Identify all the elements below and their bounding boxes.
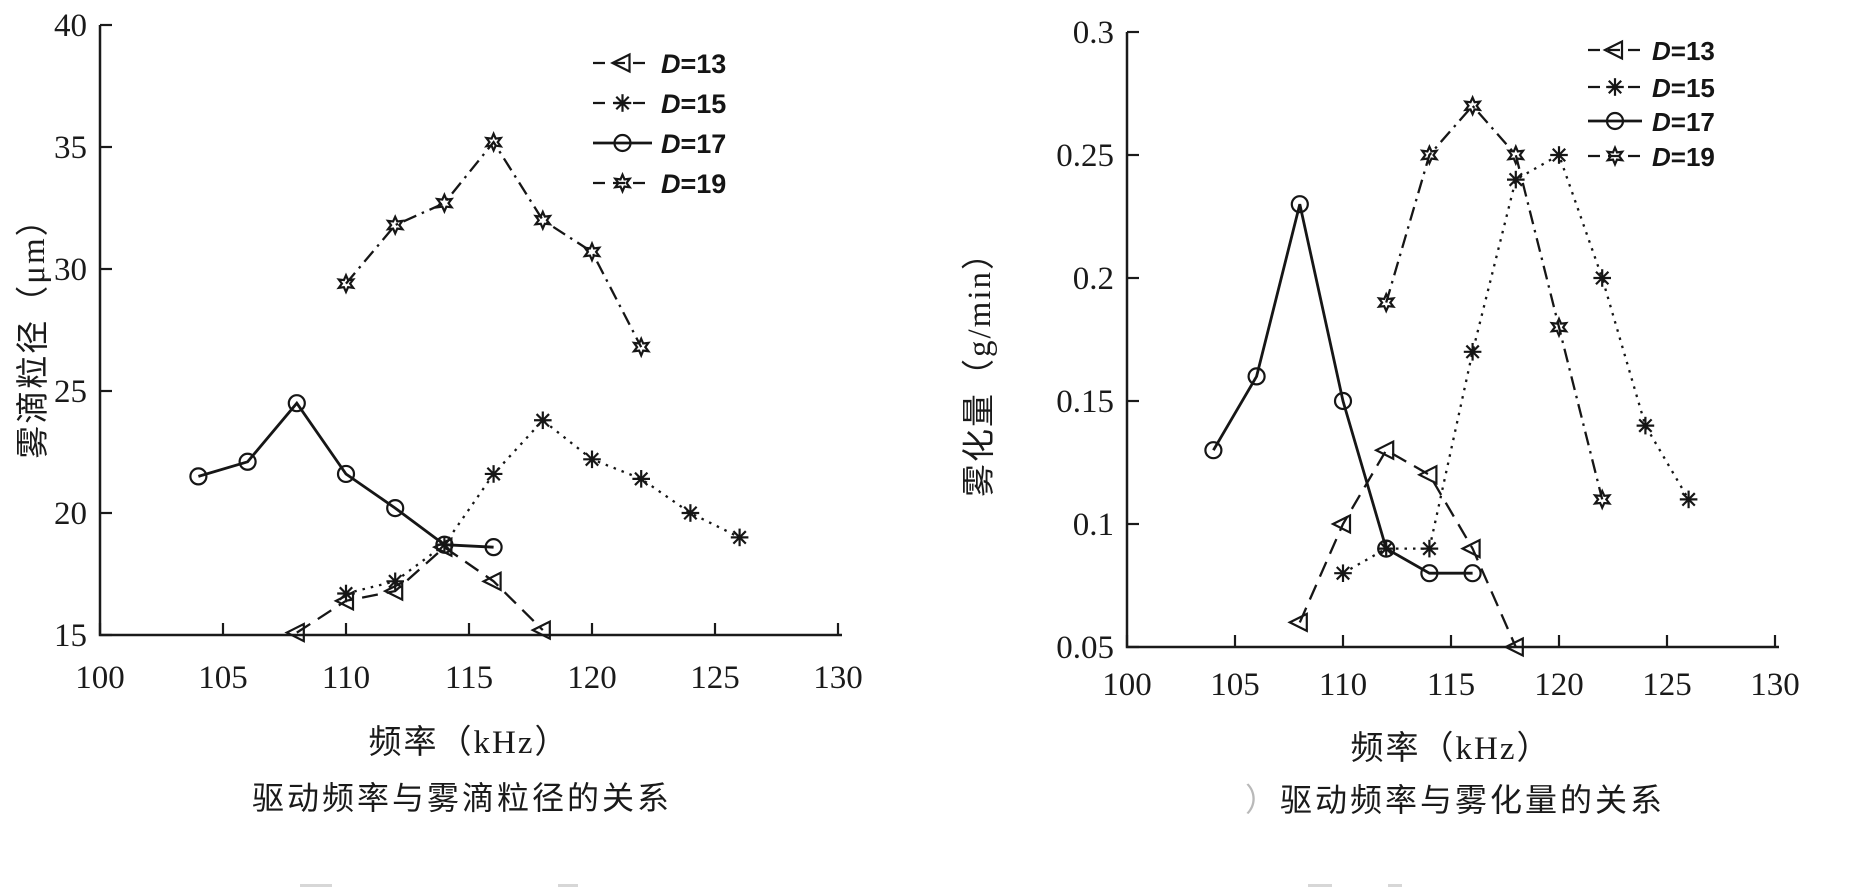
- right-chart-caption: ）驱动频率与雾化量的关系: [1245, 775, 1665, 821]
- left-y-axis-title: 雾滴粒径（μm）: [16, 201, 52, 459]
- series-D-13: [1287, 439, 1524, 658]
- legend-label: D=15: [661, 89, 726, 119]
- y-tick-label: 35: [54, 130, 87, 166]
- left-x-axis-title: 频率（kHz）: [368, 725, 570, 761]
- right-chart-caption-text: 驱动频率与雾化量的关系: [1280, 782, 1666, 818]
- y-tick-label: 0.05: [1056, 630, 1114, 666]
- series-D-19: [1376, 94, 1612, 511]
- legend-label: D=13: [1652, 36, 1715, 66]
- chart-droplet-size: 100 105 110 115 120 125 130152025303540D=13D=1…: [54, 8, 863, 696]
- y-tick-label: 15: [54, 618, 87, 654]
- legend-item-D-13: D=13: [593, 49, 726, 79]
- x-tick-label: 130: [1750, 667, 1800, 703]
- legend-item-D-17: D=17: [1588, 107, 1715, 137]
- legend-item-D-17: D=17: [593, 129, 726, 159]
- x-tick-label: 120: [567, 660, 617, 696]
- series-D-13: [284, 536, 551, 643]
- legend-item-D-15: D=15: [593, 89, 726, 119]
- legend: D=13 D=15 D=17 D=19: [1588, 36, 1715, 172]
- y-tick-label: 0.2: [1073, 261, 1114, 297]
- cropped-next-row-artifact: [558, 884, 578, 887]
- x-tick-label: 125: [690, 660, 740, 696]
- right-x-axis-title: 频率（kHz）: [1350, 731, 1552, 767]
- y-tick-label: 20: [54, 496, 87, 532]
- series-D-15: [337, 411, 749, 603]
- cropped-next-row-artifact: [300, 884, 332, 887]
- right-y-axis-title: 雾化量（g/min）: [962, 234, 998, 498]
- legend-label: D=19: [1652, 142, 1715, 172]
- axes: 100 105 110 115 120 125 130 15 20 25 30 35 40: [54, 8, 863, 696]
- legend-item-D-13: D=13: [1588, 36, 1715, 66]
- x-tick-label: 105: [198, 660, 248, 696]
- x-tick-label: 125: [1642, 667, 1692, 703]
- series-D-19: [336, 130, 651, 359]
- x-tick-label: 120: [1534, 667, 1584, 703]
- x-tick-label: 110: [1319, 667, 1367, 703]
- legend-label: D=19: [661, 169, 726, 199]
- axes: 100 105 110 115 120 125 130 0.05 0.1 0.15 0.2 0.25 0…: [1056, 15, 1800, 703]
- x-tick-label: 100: [75, 660, 125, 696]
- y-tick-label: 0.3: [1073, 15, 1114, 51]
- legend-item-D-19: D=19: [593, 169, 726, 199]
- x-tick-label: 130: [813, 660, 863, 696]
- x-tick-label: 100: [1102, 667, 1152, 703]
- legend-item-D-19: D=19: [1588, 142, 1715, 172]
- x-tick-label: 115: [1427, 667, 1475, 703]
- y-tick-label: 40: [54, 8, 87, 44]
- y-tick-label: 25: [54, 374, 87, 410]
- y-tick-label: 0.15: [1056, 384, 1114, 420]
- legend-label: D=13: [661, 49, 726, 79]
- series-D-17: [189, 394, 503, 557]
- legend: D=13 D=15 D=17 D=19: [593, 49, 726, 199]
- cropped-next-row-artifact: [1308, 884, 1332, 887]
- legend-label: D=15: [1652, 73, 1715, 103]
- y-tick-label: 0.25: [1056, 138, 1114, 174]
- cropped-next-row-artifact: [1388, 884, 1402, 887]
- chart-atomization-rate: 100 105 110 115 120 125 130 0.05 0.1 0.15 0.2 0.25 0…: [1056, 15, 1800, 703]
- y-tick-label: 30: [54, 252, 87, 288]
- legend-item-D-15: D=15: [1588, 73, 1715, 103]
- x-tick-label: 105: [1210, 667, 1260, 703]
- legend-label: D=17: [1652, 107, 1715, 137]
- left-chart-caption: 驱动频率与雾滴粒径的关系: [251, 780, 673, 816]
- x-tick-label: 110: [322, 660, 370, 696]
- series-D-15: [1334, 146, 1698, 582]
- x-tick-label: 115: [445, 660, 493, 696]
- cropped-paren-artifact: ）: [1244, 782, 1280, 818]
- legend-label: D=17: [661, 129, 726, 159]
- series-D-17: [1204, 195, 1482, 583]
- y-tick-label: 0.1: [1073, 507, 1114, 543]
